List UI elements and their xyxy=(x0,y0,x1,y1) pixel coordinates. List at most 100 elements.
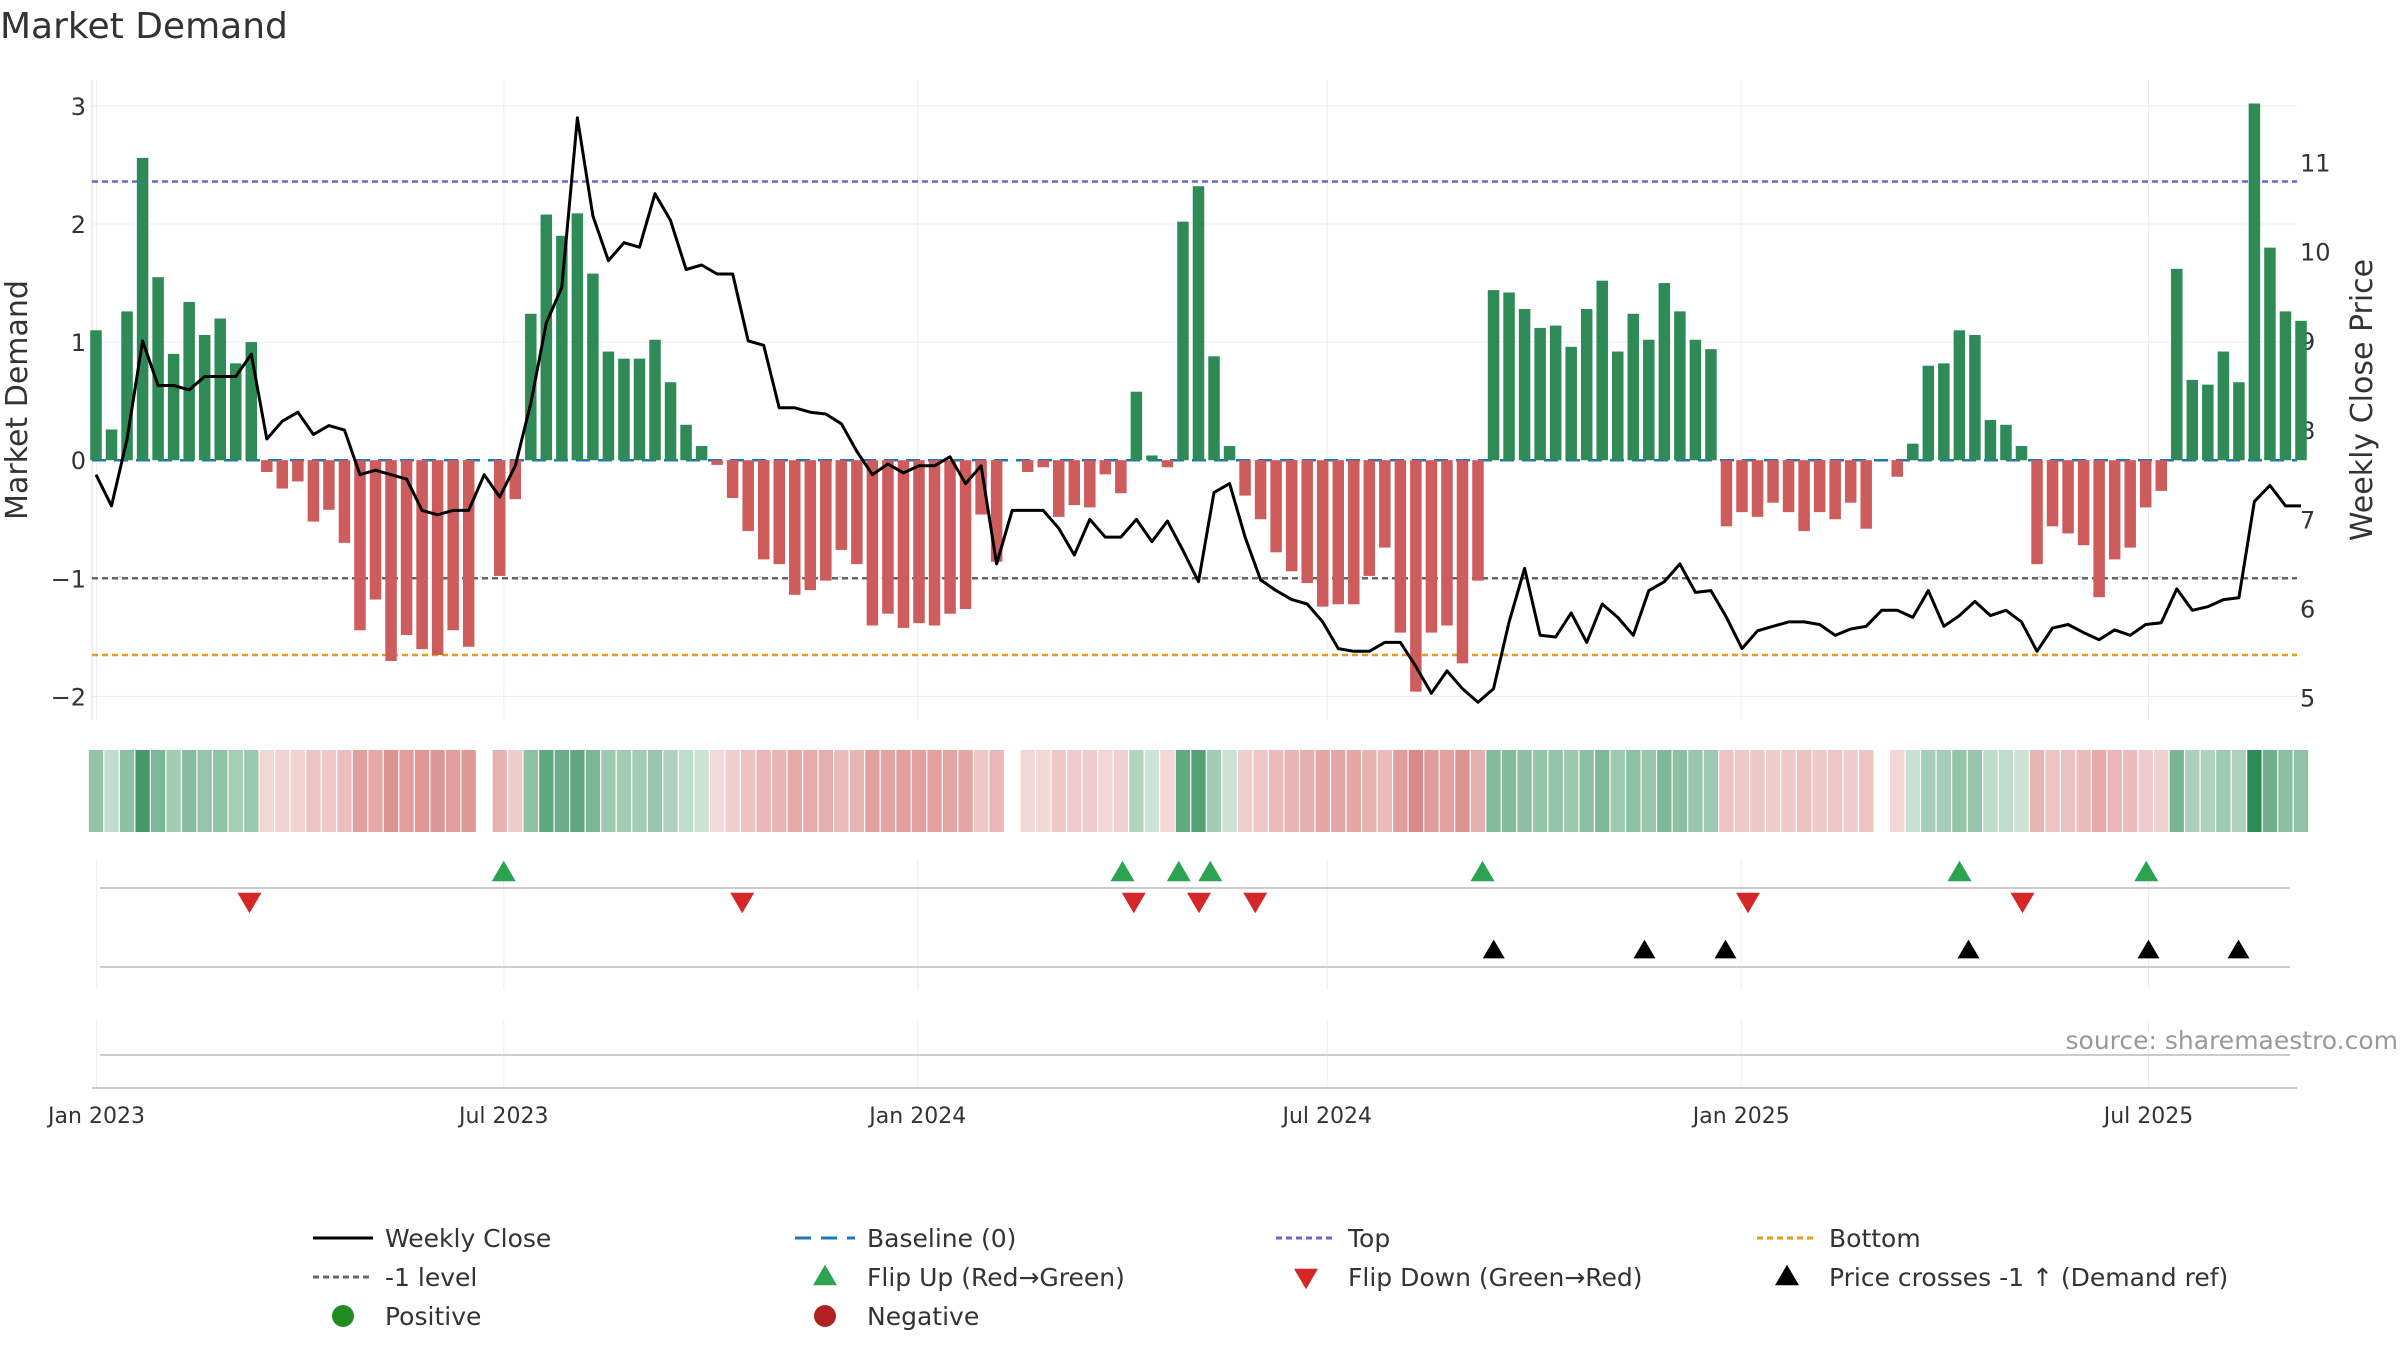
heat-cell xyxy=(430,750,445,832)
heat-cell xyxy=(414,750,430,832)
demand-bar xyxy=(1658,283,1671,461)
demand-bar xyxy=(1549,325,1562,461)
x-tick-label: Jan 2024 xyxy=(867,1104,966,1129)
x-tick-label: Jul 2024 xyxy=(1280,1104,1372,1129)
demand-bars xyxy=(90,103,2307,692)
heat-cell xyxy=(2107,750,2122,832)
heat-cell xyxy=(1191,750,1206,832)
heat-cell xyxy=(228,750,243,832)
demand-bar xyxy=(493,460,506,576)
heat-cell xyxy=(1237,750,1253,832)
demand-bar xyxy=(292,460,304,482)
demand-bar xyxy=(198,335,211,461)
demand-bar xyxy=(990,460,1003,562)
demand-bar xyxy=(928,460,941,626)
demand-bar xyxy=(2171,268,2183,461)
heat-cell xyxy=(352,750,368,832)
demand-bar xyxy=(1099,460,1112,475)
y-axis-ticks: −2 −1 0 1 2 3 xyxy=(51,93,86,711)
heat-cell xyxy=(1517,750,1532,832)
heat-cell xyxy=(1719,750,1734,832)
demand-bar xyxy=(1456,460,1469,664)
heat-cell xyxy=(1672,750,1688,832)
demand-bar xyxy=(1891,460,1904,477)
heat-cell xyxy=(1036,750,1051,832)
demand-bar xyxy=(416,460,428,650)
demand-bar xyxy=(1115,460,1127,494)
x-tick-label: Jul 2023 xyxy=(457,1104,549,1129)
demand-bar xyxy=(1922,365,1935,461)
demand-bar xyxy=(742,460,754,532)
demand-bar xyxy=(1596,280,1608,461)
heat-cell xyxy=(1781,750,1796,832)
heat-cell xyxy=(259,750,274,832)
demand-bar xyxy=(2108,460,2121,560)
heat-cell xyxy=(663,750,678,832)
demand-bar xyxy=(680,424,692,461)
heat-cell xyxy=(880,750,896,832)
heat-cell xyxy=(601,750,616,832)
heat-cell xyxy=(1890,750,1905,832)
demand-bar xyxy=(882,460,894,614)
flip-up-marker xyxy=(1470,860,1495,882)
demand-bar xyxy=(2186,379,2199,461)
demand-bar xyxy=(1425,460,1438,633)
demand-bar xyxy=(2202,384,2214,461)
demand-bar xyxy=(1084,460,1096,508)
heat-cell xyxy=(1222,750,1237,832)
flip-down-marker xyxy=(2010,892,2035,914)
heat-cell xyxy=(197,750,212,832)
heat-cell xyxy=(1051,750,1066,832)
demand-bar xyxy=(1332,460,1344,605)
heat-cell xyxy=(1843,750,1858,832)
heat-cell xyxy=(1905,750,1920,832)
heat-cell xyxy=(2076,750,2091,832)
price-cross-marker xyxy=(1482,939,1505,959)
demand-bar xyxy=(245,342,258,461)
demand-bar xyxy=(1208,356,1220,461)
heat-cell xyxy=(182,750,197,832)
heat-cell xyxy=(1393,750,1408,832)
demand-bar xyxy=(338,460,351,543)
y-tick-label: −2 xyxy=(51,683,86,711)
heat-cell xyxy=(1144,750,1160,832)
heat-cell xyxy=(616,750,632,832)
demand-bar xyxy=(1130,391,1143,461)
demand-bar xyxy=(1813,460,1826,513)
demand-bar xyxy=(447,460,459,631)
heat-cell xyxy=(1657,750,1672,832)
demand-bar xyxy=(1782,460,1795,513)
demand-bar xyxy=(1844,460,1857,503)
heat-cell xyxy=(508,750,523,832)
demand-bar xyxy=(214,318,226,461)
heat-cell xyxy=(678,750,694,832)
heat-cell xyxy=(1408,750,1424,832)
empty-lane xyxy=(92,1054,2297,1089)
legend-label: -1 level xyxy=(385,1263,477,1292)
heat-cell xyxy=(2231,750,2247,832)
demand-bar xyxy=(913,460,925,624)
demand-bar xyxy=(1223,446,1236,461)
heat-cell xyxy=(1734,750,1750,832)
demand-bar xyxy=(959,460,972,609)
heat-cell xyxy=(570,750,585,832)
demand-bar xyxy=(167,353,180,461)
y2-tick-label: 5 xyxy=(2300,685,2315,713)
heat-cell xyxy=(2091,750,2107,832)
source-label: source: sharemaestro.com xyxy=(2066,1026,2399,1055)
heat-cell xyxy=(1952,750,1967,832)
demand-bar xyxy=(1518,309,1531,461)
heat-cell xyxy=(958,750,973,832)
legend-label: Top xyxy=(1347,1224,1390,1253)
demand-bar xyxy=(1472,460,1484,581)
demand-bar xyxy=(183,301,195,461)
demand-bar xyxy=(835,460,848,550)
heat-cell xyxy=(1268,750,1284,832)
heat-cell xyxy=(1641,750,1656,832)
demand-bar xyxy=(1301,460,1313,584)
flip-marker-lane xyxy=(100,860,2290,914)
heat-cell xyxy=(865,750,880,832)
heat-cell xyxy=(383,750,399,832)
heat-cell xyxy=(1005,750,1019,832)
heat-cell xyxy=(1470,750,1486,832)
